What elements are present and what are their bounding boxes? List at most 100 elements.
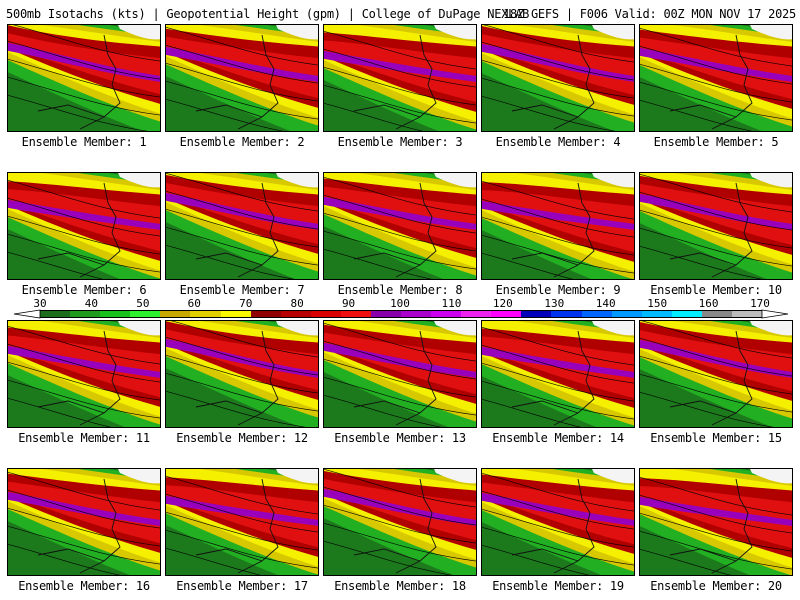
ensemble-member-caption: Ensemble Member: 13: [334, 431, 466, 445]
ensemble-member-caption: Ensemble Member: 6: [21, 283, 147, 297]
height-contour: [482, 527, 634, 566]
calm-wind-area: [750, 321, 792, 336]
colorbar-tick-label: 80: [290, 297, 304, 310]
height-contour: [166, 494, 318, 533]
height-contour: [482, 345, 634, 384]
height-contour: [324, 359, 476, 398]
height-contour: [482, 381, 634, 420]
ensemble-map-panel: [7, 468, 161, 576]
coastline: [353, 34, 437, 130]
coastline: [669, 478, 753, 574]
ensemble-member-caption: Ensemble Member: 4: [495, 135, 621, 149]
height-contour: [324, 195, 476, 234]
colorbar-tick-label: 100: [390, 297, 410, 310]
ensemble-map-panel: [481, 468, 635, 576]
isotach-map: [8, 25, 160, 131]
coastline: [195, 478, 279, 574]
height-contour: [166, 81, 318, 120]
ensemble-member-caption: Ensemble Member: 18: [334, 579, 466, 593]
height-contour: [482, 253, 573, 279]
height-contour: [166, 512, 318, 551]
isotach-map: [8, 469, 160, 575]
ensemble-member-caption: Ensemble Member: 7: [179, 283, 305, 297]
height-contour: [8, 326, 160, 365]
height-contour: [482, 235, 634, 274]
height-contour: [171, 321, 318, 358]
height-contour: [8, 77, 160, 116]
ensemble-map-panel: [323, 468, 477, 576]
coastline: [669, 182, 753, 278]
height-contour: [324, 323, 476, 362]
height-contour: [324, 541, 452, 575]
height-contour: [640, 100, 753, 131]
ensemble-member-caption: Ensemble Member: 1: [21, 135, 147, 149]
calm-wind-area: [592, 173, 634, 188]
colorbar-tick-label: 50: [136, 297, 150, 310]
height-contour: [166, 245, 294, 279]
height-contour: [640, 495, 792, 534]
calm-wind-area: [276, 469, 318, 484]
coastline: [353, 182, 437, 278]
isotach-map: [640, 321, 792, 427]
height-contour: [8, 252, 103, 279]
height-contour: [166, 373, 318, 412]
coastline: [37, 34, 121, 130]
ensemble-map-panel: [639, 172, 793, 280]
colorbar-swatch: [100, 310, 131, 318]
height-contour: [640, 477, 792, 516]
jet-core-band: [640, 47, 792, 82]
ensemble-member-caption: Ensemble Member: 16: [18, 579, 150, 593]
height-contour: [640, 46, 792, 85]
isotach-map: [640, 25, 792, 131]
height-contour: [640, 192, 792, 231]
calm-wind-area: [750, 469, 792, 484]
colorbar-tick-label: 140: [595, 297, 616, 310]
height-contour: [482, 78, 634, 117]
height-contour: [482, 42, 634, 81]
coastline: [195, 330, 279, 426]
colorbar-swatch: [671, 310, 703, 318]
height-contour: [641, 321, 792, 359]
colorbar-swatch: [160, 310, 191, 318]
ensemble-map-panel: [165, 468, 319, 576]
ensemble-map-panel: [481, 24, 635, 132]
height-contour: [324, 523, 476, 562]
ensemble-map-panel: [165, 172, 319, 280]
height-contour: [8, 508, 160, 547]
height-contour: [482, 545, 590, 575]
height-contour: [640, 392, 774, 427]
colorbar-tick-label: 120: [492, 297, 513, 310]
height-contour: [8, 490, 160, 529]
ensemble-map-panel: [323, 320, 477, 428]
height-contour: [166, 173, 318, 212]
height-contour: [166, 99, 284, 131]
colorbar-tick-label: 90: [341, 297, 356, 310]
height-contour: [324, 249, 432, 279]
height-contour: [324, 31, 476, 70]
colorbar-swatch: [431, 310, 462, 318]
height-contour: [324, 213, 476, 252]
ensemble-member-caption: Ensemble Member: 2: [179, 135, 305, 149]
isotach-map: [482, 173, 634, 279]
colorbar-tick-label: 30: [33, 297, 47, 310]
calm-wind-area: [276, 25, 318, 40]
ensemble-member-caption: Ensemble Member: 11: [18, 431, 150, 445]
ensemble-member-caption: Ensemble Member: 15: [650, 431, 782, 445]
ensemble-member-caption: Ensemble Member: 10: [650, 283, 782, 297]
height-contour: [324, 67, 476, 106]
colorbar-swatch: [370, 310, 402, 318]
calm-wind-area: [118, 469, 160, 484]
ensemble-member-caption: Ensemble Member: 3: [337, 135, 463, 149]
colorbar-swatch: [731, 310, 763, 318]
height-contour: [8, 198, 160, 237]
ensemble-member-caption: Ensemble Member: 20: [650, 579, 782, 593]
height-contour: [8, 544, 121, 575]
isotach-map: [166, 469, 318, 575]
height-contour: [482, 327, 634, 366]
isotach-map: [8, 321, 160, 427]
height-contour: [8, 180, 160, 219]
colorbar-swatch: [220, 310, 252, 318]
height-contour: [640, 174, 792, 213]
isotach-map: [324, 173, 476, 279]
isotach-map: [166, 321, 318, 427]
